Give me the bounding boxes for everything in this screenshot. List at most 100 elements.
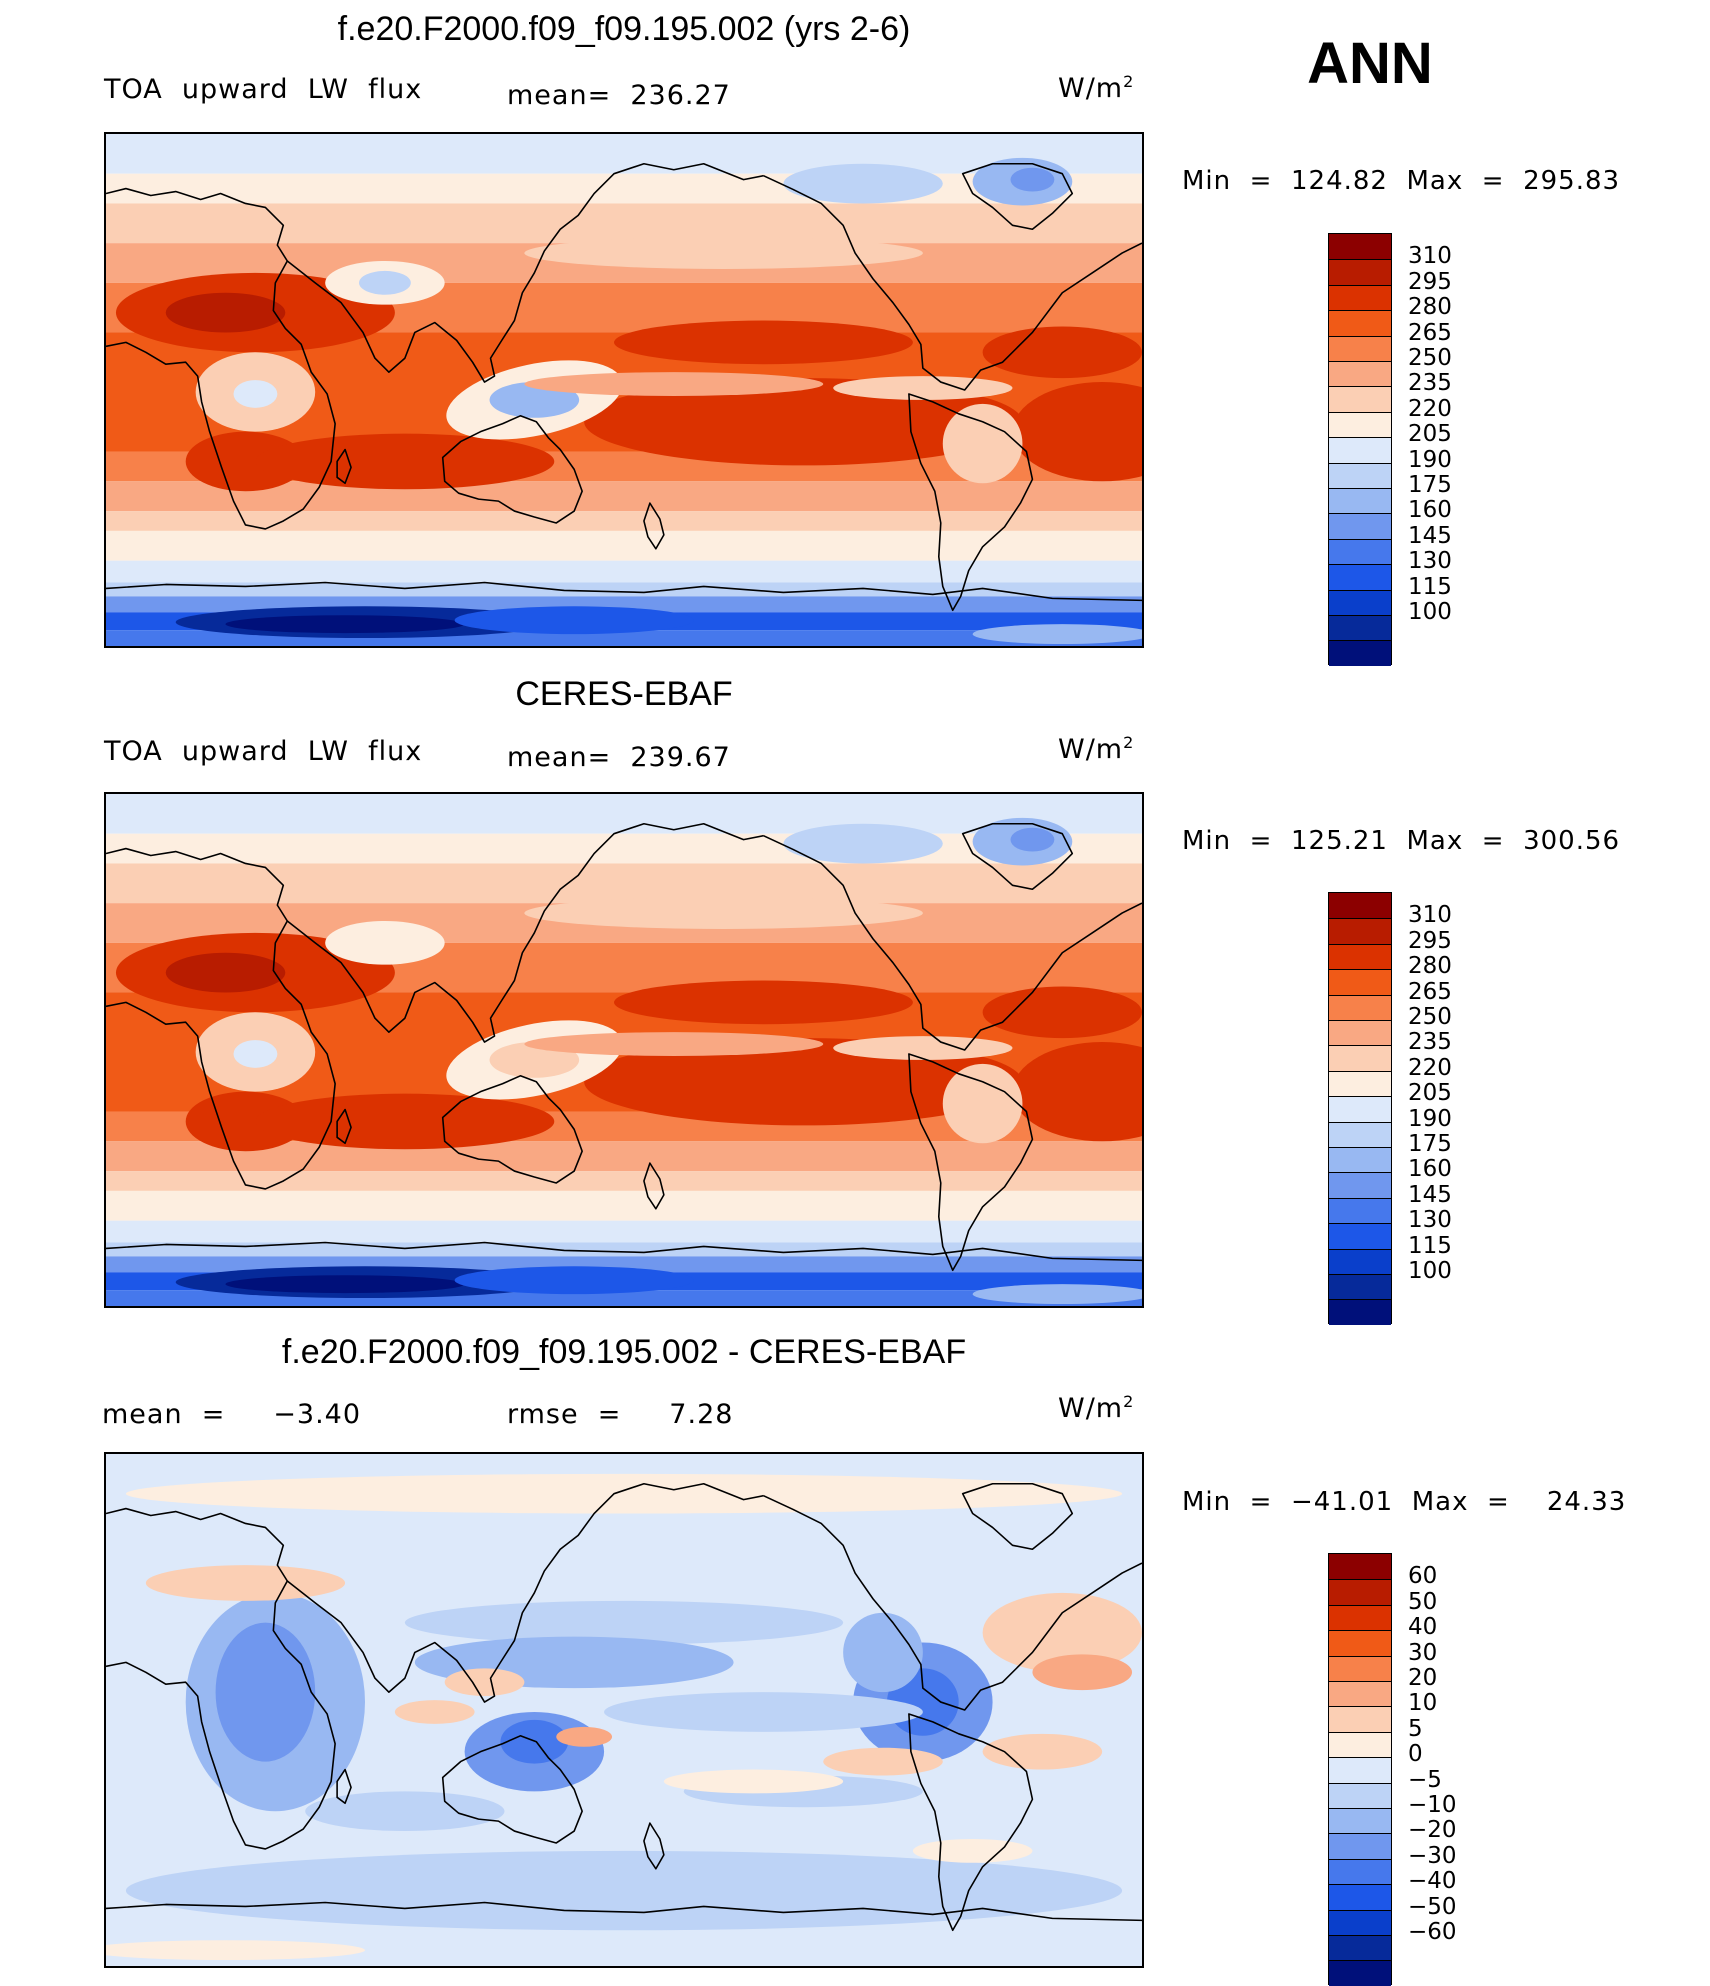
panel-3-map — [104, 1452, 1144, 1968]
colorbar-tick-label: −60 — [1408, 1919, 1457, 1945]
panel-2-units-base: W/m — [1058, 734, 1124, 765]
coastline — [441, 1735, 583, 1844]
contour-blob — [823, 1747, 943, 1776]
contour-band — [106, 1171, 1142, 1191]
colorbar-swatch — [1329, 538, 1391, 565]
contour-blob — [982, 1592, 1142, 1673]
colorbar-swatch — [1329, 969, 1391, 995]
panel-3-mean-label: mean = −3.40 — [102, 1399, 362, 1430]
colorbar-tick-label: 265 — [1408, 978, 1452, 1005]
map-svg — [106, 1454, 1142, 1966]
contour-blob — [556, 1726, 613, 1747]
contour-fill — [106, 1454, 1142, 1966]
coastline — [336, 1768, 352, 1805]
colorbar-swatch — [1329, 1630, 1391, 1656]
contour-blob — [982, 326, 1142, 379]
colorbar-swatch — [1329, 1935, 1391, 1961]
coastline — [441, 415, 583, 524]
contour-blob — [305, 1791, 505, 1832]
contour-band — [106, 1141, 1142, 1172]
contour-blob — [524, 1032, 824, 1056]
colorbar-swatch — [1329, 1858, 1391, 1885]
colorbar-box — [1328, 892, 1392, 1325]
colorbar-tick-label: 205 — [1408, 1080, 1452, 1107]
colorbar-swatch — [1329, 589, 1391, 615]
panel-1-title: f.e20.F2000.f09_f09.195.002 (yrs 2-6) — [337, 10, 911, 48]
panel-2-minmax: Min = 125.21 Max = 300.56 — [1182, 826, 1621, 856]
colorbar-swatch — [1329, 513, 1391, 539]
colorbar-swatch — [1329, 1274, 1391, 1300]
coastline — [336, 1108, 352, 1145]
colorbar-swatch — [1329, 1604, 1391, 1631]
contour-blob — [215, 1622, 316, 1762]
colorbar-tick-label: 280 — [1408, 953, 1452, 980]
colorbar-tick-label: 235 — [1408, 370, 1452, 397]
contour-fill — [106, 134, 1142, 646]
colorbar-swatch — [1329, 1045, 1391, 1071]
colorbar-tick-label: 175 — [1408, 472, 1452, 498]
contour-blob — [614, 980, 913, 1025]
coastline — [763, 834, 1142, 1051]
panel-1-mean-label: mean= 236.27 — [507, 80, 731, 111]
colorbar-tick-label: −50 — [1408, 1893, 1457, 1920]
colorbar-tick-label: 295 — [1408, 268, 1452, 295]
panel-3-units: W/m2 — [1058, 1392, 1134, 1424]
colorbar-swatch — [1329, 1248, 1391, 1274]
contour-blob — [233, 1040, 278, 1068]
colorbar-swatch — [1329, 1782, 1391, 1808]
coastline — [763, 174, 1142, 391]
coastline — [106, 1507, 336, 1850]
colorbar-tick-label: −10 — [1408, 1792, 1457, 1818]
panel-1-map — [104, 132, 1144, 648]
contour-blob — [1012, 1042, 1142, 1142]
coastline — [286, 822, 764, 1043]
colorbar-box — [1328, 233, 1392, 666]
coastline — [106, 1241, 1142, 1262]
contour-blob — [1032, 1654, 1133, 1691]
contour-blob — [1010, 167, 1055, 192]
contour-blob — [524, 237, 923, 269]
contour-blob — [125, 1850, 1123, 1931]
colorbar-tick-label: 50 — [1408, 1588, 1438, 1615]
map-svg — [106, 794, 1142, 1306]
colorbar-tick-label: 0 — [1408, 1741, 1423, 1768]
colorbar-swatch — [1329, 1884, 1391, 1910]
colorbar-swatch — [1329, 361, 1391, 387]
colorbar-tick-label: 40 — [1408, 1614, 1438, 1641]
contour-band — [106, 203, 1142, 244]
colorbar-swatch — [1329, 1070, 1391, 1097]
colorbar-swatch — [1329, 893, 1391, 919]
colorbar-box — [1328, 1553, 1392, 1986]
coastline — [336, 448, 352, 485]
coastline — [106, 1901, 1142, 1922]
colorbar-swatch — [1329, 1833, 1391, 1859]
colorbar-swatch — [1329, 335, 1391, 361]
colorbar-swatch — [1329, 310, 1391, 336]
colorbar-tick-label: 310 — [1408, 243, 1452, 270]
colorbar-swatch — [1329, 1579, 1391, 1605]
colorbar-swatch — [1329, 943, 1391, 970]
colorbar-swatch — [1329, 1808, 1391, 1834]
colorbar-swatch — [1329, 918, 1391, 944]
coastline — [961, 822, 1074, 891]
colorbar-tick-label: 160 — [1408, 1156, 1452, 1183]
contour-band — [106, 511, 1142, 531]
contour-blob — [359, 930, 411, 955]
contour-blob — [982, 986, 1142, 1039]
colorbar-tick-label: 5 — [1408, 1715, 1423, 1742]
contour-blob — [125, 1473, 1123, 1514]
colorbar-swatch — [1329, 1223, 1391, 1249]
contour-blob — [843, 1612, 923, 1693]
contour-band — [106, 481, 1142, 512]
colorbar-swatch — [1329, 1172, 1391, 1198]
colorbar-swatch — [1329, 1299, 1391, 1325]
colorbar-tick-label: 130 — [1408, 548, 1452, 575]
season-label: ANN — [1307, 31, 1433, 96]
colorbar-swatch — [1329, 564, 1391, 590]
colorbar-swatch — [1329, 386, 1391, 412]
colorbar-tick-label: 145 — [1408, 522, 1452, 549]
colorbar-tick-label: 265 — [1408, 319, 1452, 346]
contour-blob — [359, 270, 411, 295]
coastline — [961, 162, 1074, 231]
colorbar-swatch — [1329, 1096, 1391, 1122]
